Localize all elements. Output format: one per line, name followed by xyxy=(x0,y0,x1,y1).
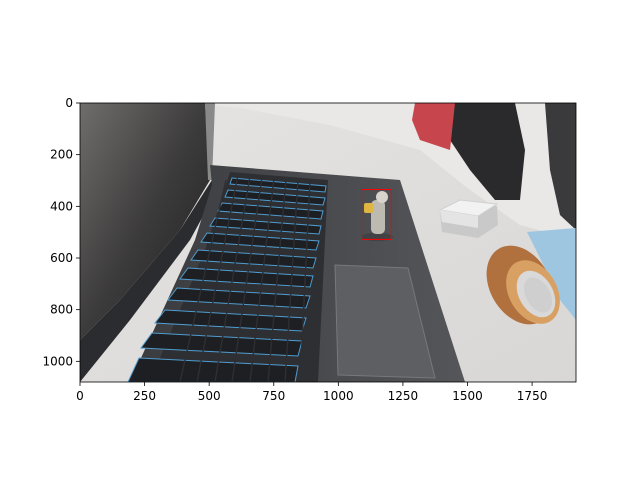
y-tick-label: 1000 xyxy=(42,354,73,368)
white-box xyxy=(438,199,499,238)
y-tick-label: 200 xyxy=(50,148,73,162)
axes-frame xyxy=(79,102,577,383)
bounding-box xyxy=(361,189,392,240)
y-tick-label: 0 xyxy=(65,96,73,110)
x-tick-label: 1500 xyxy=(452,389,483,403)
y-tick-label: 800 xyxy=(50,303,73,317)
x-tick-label: 750 xyxy=(262,389,285,403)
x-tick-label: 250 xyxy=(133,389,156,403)
y-tick-label: 600 xyxy=(50,251,73,265)
x-tick-label: 0 xyxy=(76,389,84,403)
tape-roll xyxy=(486,245,560,325)
x-axis: 0 250 500 750 1000 1250 1500 1750 xyxy=(76,382,547,403)
laptop-photo xyxy=(80,103,576,382)
x-tick-label: 500 xyxy=(198,389,221,403)
y-axis: 0 200 400 600 800 1000 xyxy=(42,96,80,368)
x-tick-label: 1750 xyxy=(517,389,548,403)
x-tick-label: 1250 xyxy=(388,389,419,403)
x-tick-label: 1000 xyxy=(323,389,354,403)
y-tick-label: 400 xyxy=(50,199,73,213)
